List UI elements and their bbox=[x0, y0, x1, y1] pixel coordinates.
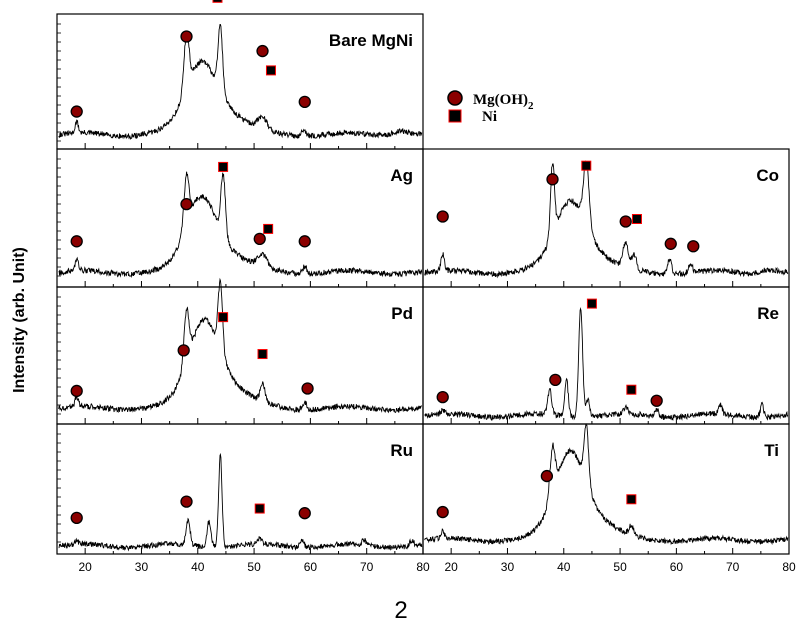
ni-marker bbox=[265, 65, 276, 76]
legend-circle-marker bbox=[447, 90, 463, 106]
mgoh2-marker bbox=[180, 197, 193, 211]
panel-label-bare-mgni: Bare MgNi bbox=[329, 31, 413, 50]
mgoh2-marker bbox=[70, 384, 83, 398]
panel-frame bbox=[422, 286, 790, 425]
x-tick-label: 20 bbox=[444, 560, 458, 574]
panel-frame bbox=[422, 148, 790, 288]
panel-label-ti: Ti bbox=[764, 441, 779, 460]
mgoh2-marker bbox=[253, 232, 266, 245]
ni-marker bbox=[586, 298, 597, 309]
panel-frame bbox=[422, 423, 790, 555]
mgoh2-marker bbox=[540, 469, 554, 483]
x-tick-label: 30 bbox=[501, 560, 515, 574]
mgoh2-marker bbox=[549, 373, 562, 387]
panel-label-re: Re bbox=[757, 304, 779, 323]
mgoh2-marker bbox=[687, 240, 700, 253]
mgoh2-marker bbox=[619, 215, 632, 228]
panel-bare-mgni: Bare MgNi bbox=[56, 0, 424, 150]
x-tick-label: 60 bbox=[670, 560, 684, 574]
mgoh2-marker bbox=[177, 344, 190, 357]
mgoh2-marker bbox=[298, 95, 311, 109]
x-axis-label: 2 bbox=[394, 597, 407, 622]
ni-marker bbox=[581, 160, 592, 171]
legend-mgoh2-label: Mg(OH)2 bbox=[473, 92, 534, 112]
spectrum-line-pd bbox=[58, 277, 422, 414]
spectrum-line-ag bbox=[58, 171, 423, 279]
mgoh2-marker bbox=[436, 505, 449, 519]
mgoh2-marker bbox=[664, 237, 677, 250]
mgoh2-marker bbox=[70, 235, 83, 248]
ni-marker bbox=[626, 384, 637, 395]
panel-label-pd: Pd bbox=[391, 304, 413, 323]
mgoh2-marker bbox=[436, 390, 449, 404]
spectrum-line-ti bbox=[424, 423, 789, 546]
panel-ru: Ru 20 30 40 50 60 70 80 bbox=[56, 423, 430, 574]
mgoh2-marker bbox=[301, 382, 314, 395]
panel-pd: Pd bbox=[56, 277, 424, 425]
x-tick-label: 50 bbox=[613, 560, 627, 574]
x-tick-label: 40 bbox=[557, 560, 571, 574]
mgoh2-marker bbox=[436, 210, 449, 223]
spectrum-line-co bbox=[424, 160, 789, 279]
ni-marker bbox=[257, 349, 268, 360]
mgoh2-marker bbox=[180, 30, 193, 43]
panel-label-co: Co bbox=[756, 166, 779, 185]
ni-marker bbox=[254, 503, 265, 514]
ni-marker bbox=[218, 161, 229, 172]
legend-square-marker bbox=[448, 109, 462, 123]
panel-ag: Ag bbox=[56, 148, 424, 288]
mgoh2-marker bbox=[298, 235, 311, 248]
x-tick-label: 80 bbox=[782, 560, 796, 574]
ni-marker bbox=[626, 494, 637, 505]
legend-ni-label: Ni bbox=[482, 109, 497, 125]
x-tick-label: 20 bbox=[78, 560, 92, 574]
spectrum-line-bare-mgni bbox=[58, 24, 423, 141]
x-tick-label: 70 bbox=[360, 560, 374, 574]
panel-ti: Ti 20 30 40 50 60 70 80 bbox=[422, 423, 796, 574]
ni-marker bbox=[212, 0, 223, 3]
spectrum-line-re bbox=[424, 306, 789, 421]
mgoh2-marker bbox=[650, 394, 663, 407]
mgoh2-marker bbox=[298, 507, 311, 520]
panels-layer: Bare MgNi Ag Co Pd Re Ru 20 30 40 50 60 70 80 Ti 20 30 4… bbox=[56, 0, 796, 574]
spectrum-line-ru bbox=[58, 452, 423, 552]
panel-label-ag: Ag bbox=[390, 166, 413, 185]
x-tick-label: 30 bbox=[135, 560, 149, 574]
panel-frame bbox=[56, 286, 424, 425]
panel-re: Re bbox=[422, 286, 790, 425]
x-tick-label: 40 bbox=[191, 560, 205, 574]
mgoh2-marker bbox=[256, 44, 269, 58]
panel-label-ru: Ru bbox=[390, 441, 413, 460]
panel-frame bbox=[56, 148, 424, 288]
panel-co: Co bbox=[422, 148, 790, 288]
y-axis-label: Intensity (arb. Unit) bbox=[11, 247, 28, 393]
x-tick-label: 70 bbox=[726, 560, 740, 574]
mgoh2-marker bbox=[546, 173, 559, 186]
panel-frame bbox=[56, 423, 424, 555]
x-tick-label: 80 bbox=[416, 560, 430, 574]
ni-marker bbox=[218, 312, 229, 323]
ni-marker bbox=[263, 223, 274, 234]
ni-marker bbox=[631, 214, 642, 224]
legend: Mg(OH)2 Ni bbox=[447, 90, 534, 125]
x-tick-label: 50 bbox=[247, 560, 261, 574]
x-tick-label: 60 bbox=[304, 560, 318, 574]
mgoh2-marker bbox=[70, 105, 83, 118]
mgoh2-marker bbox=[180, 495, 193, 508]
mgoh2-marker bbox=[70, 511, 83, 524]
